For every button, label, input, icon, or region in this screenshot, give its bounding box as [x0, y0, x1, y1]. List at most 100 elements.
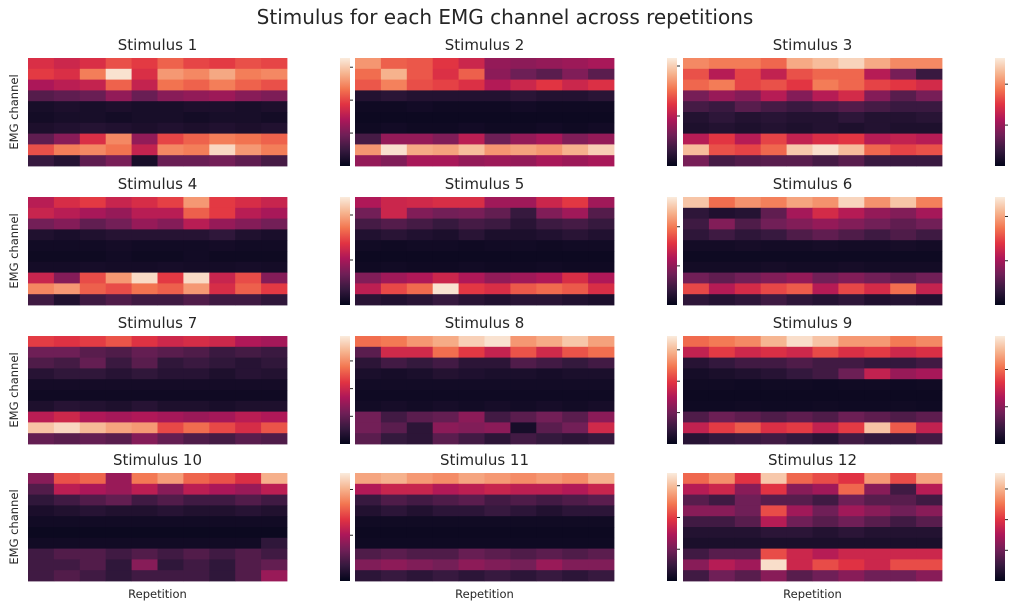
heatmap-cell	[183, 68, 210, 80]
heatmap-cell	[79, 101, 107, 113]
heatmap-cell	[380, 197, 408, 209]
heatmap-cell	[79, 283, 107, 295]
heatmap-cell	[786, 473, 813, 485]
heatmap-cell	[536, 155, 563, 167]
heatmap-cell	[812, 101, 839, 113]
heatmap-cell	[812, 411, 839, 423]
heatmap-cell	[131, 112, 158, 124]
heatmap-cell	[683, 422, 710, 434]
heatmap-cell	[157, 400, 184, 412]
heatmap-cell	[53, 58, 81, 70]
heatmap-cell	[838, 240, 865, 252]
heatmap-cell	[864, 483, 891, 495]
heatmap-cell	[890, 400, 917, 412]
heatmap-cell	[209, 272, 236, 284]
heatmap-cell	[708, 283, 736, 295]
heatmap-cell	[53, 559, 81, 571]
heatmap-cell	[562, 229, 589, 241]
y-axis-label: EMG channel	[7, 352, 21, 427]
heatmap-cell	[588, 527, 615, 539]
heatmap-panel: Stimulus 120.250.500.75Repetition	[683, 451, 1008, 601]
heatmap-cell	[734, 411, 762, 423]
heatmap-cell	[484, 527, 511, 539]
heatmap-cell	[536, 357, 563, 369]
heatmap-cell	[235, 346, 262, 358]
heatmap-cell	[53, 494, 81, 506]
heatmap-cell	[708, 483, 736, 495]
heatmap-cell	[588, 207, 615, 219]
heatmap-cell	[812, 336, 839, 348]
heatmap-cell	[734, 368, 762, 380]
heatmap-cell	[760, 368, 787, 380]
heatmap-cell	[79, 58, 107, 70]
heatmap-cell	[157, 90, 184, 102]
heatmap-cell	[406, 336, 434, 348]
heatmap-cell	[890, 494, 917, 506]
heatmap-cell	[105, 473, 132, 485]
heatmap-cell	[28, 58, 55, 70]
heatmap-cell	[588, 133, 615, 145]
heatmap-cell	[562, 390, 589, 402]
heatmap-cell	[209, 516, 236, 528]
heatmap-cell	[536, 122, 563, 134]
heatmap-cell	[209, 336, 236, 348]
heatmap-cell	[510, 251, 537, 263]
heatmap-cell	[131, 390, 158, 402]
heatmap-cell	[105, 368, 132, 380]
heatmap-cell	[484, 294, 511, 306]
heatmap-cell	[406, 483, 434, 495]
heatmap-cell	[105, 155, 132, 167]
heatmap-cell	[79, 155, 107, 167]
heatmap-cell	[209, 473, 236, 485]
heatmap-cell	[261, 68, 288, 80]
heatmap-cell	[105, 379, 132, 391]
heatmap-cell	[131, 422, 158, 434]
heatmap-cell	[890, 229, 917, 241]
heatmap-cell	[406, 122, 434, 134]
y-axis-label: EMG channel	[7, 74, 21, 149]
heatmap-cell	[355, 411, 382, 423]
heatmap-cell	[916, 400, 943, 412]
heatmap-cell	[355, 229, 382, 241]
heatmap-cell	[864, 473, 891, 485]
heatmap-cell	[588, 58, 615, 70]
heatmap-cell	[536, 527, 563, 539]
heatmap-cell	[760, 336, 787, 348]
heatmap-cell	[458, 122, 485, 134]
heatmap-cell	[510, 400, 537, 412]
heatmap-cell	[261, 155, 288, 167]
heatmap-cell	[183, 218, 210, 230]
heatmap-cell	[209, 294, 236, 306]
heatmap-cell	[562, 90, 589, 102]
heatmap-cell	[131, 133, 158, 145]
heatmap-cell	[786, 570, 813, 582]
heatmap-cell	[105, 516, 132, 528]
heatmap-cell	[812, 207, 839, 219]
heatmap-cell	[209, 197, 236, 209]
heatmap-cell	[355, 197, 382, 209]
heatmap-cell	[812, 379, 839, 391]
heatmap-cell	[79, 473, 107, 485]
heatmap-cell	[588, 548, 615, 560]
colorbar	[667, 58, 677, 166]
y-axis-label: EMG channel	[7, 489, 21, 564]
heatmap-cell	[432, 527, 459, 539]
heatmap-cell	[510, 390, 537, 402]
heatmap-cell	[432, 336, 459, 348]
heatmap-cell	[235, 390, 262, 402]
heatmap-cell	[786, 272, 813, 284]
heatmap-cell	[235, 494, 262, 506]
heatmap-cell	[510, 112, 537, 124]
heatmap-cell	[760, 379, 787, 391]
heatmap-cell	[786, 197, 813, 209]
heatmap-cell	[786, 483, 813, 495]
heatmap-cell	[261, 368, 288, 380]
heatmap-cell	[28, 272, 55, 284]
heatmap-cell	[734, 218, 762, 230]
heatmap-cell	[380, 433, 408, 445]
heatmap-cell	[734, 537, 762, 549]
heatmap-cell	[890, 144, 917, 156]
heatmap-cell	[484, 433, 511, 445]
heatmap-cell	[380, 79, 408, 91]
